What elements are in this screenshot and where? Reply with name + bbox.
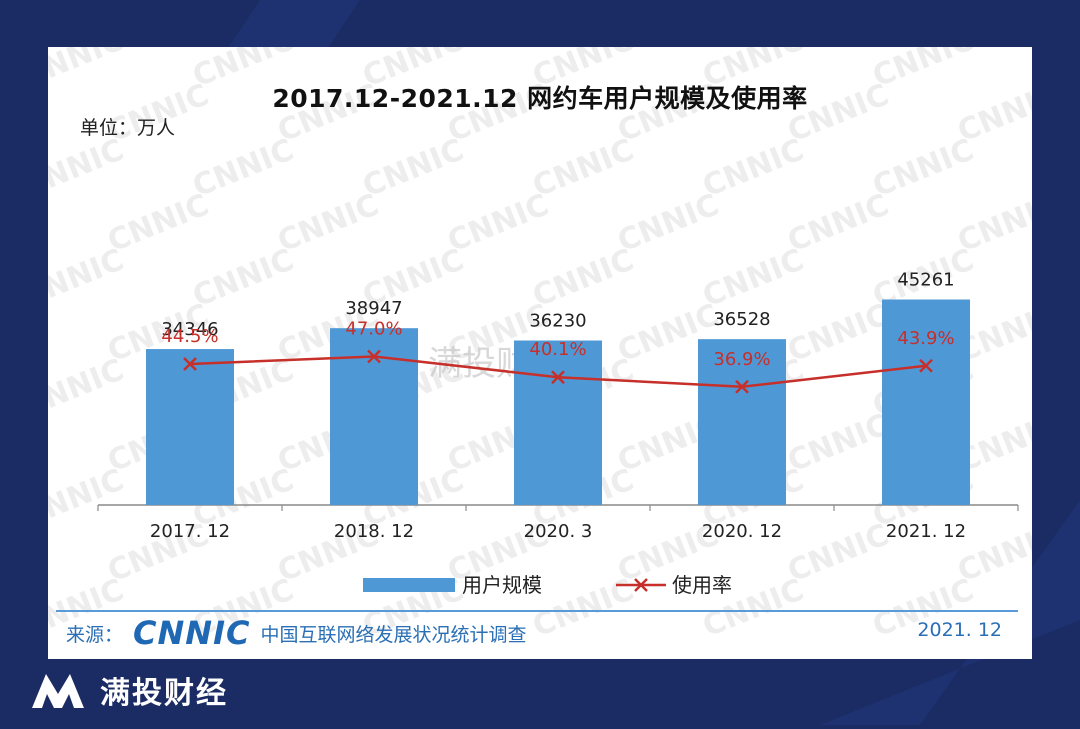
unit-label: 单位：万人 (80, 117, 176, 139)
x-tick-label: 2018. 12 (334, 521, 414, 542)
source-row: 来源： CNNIC 中国互联网络发展状况统计调查 (66, 614, 527, 652)
bar-4 (698, 339, 786, 505)
legend-line-label: 使用率 (672, 573, 732, 597)
bar-2 (330, 328, 418, 505)
rate-value-label: 44.5% (161, 326, 218, 347)
source-org: 中国互联网络发展状况统计调查 (260, 623, 527, 646)
cnnic-logo: CNNIC (133, 614, 251, 652)
rate-marker-3 (551, 370, 565, 385)
chart-plot: 34346 2017. 12 38947 2018. 12 36230 2020. 3 36… (97, 270, 1019, 597)
bar-value-label: 36528 (713, 309, 770, 330)
bar-value-label: 36230 (529, 311, 586, 332)
rate-value-label: 36.9% (713, 349, 770, 370)
m-logo-icon (32, 674, 84, 708)
x-tick-label: 2021. 12 (886, 521, 966, 542)
x-tick-label: 2017. 12 (150, 521, 230, 542)
chart-panel: CNNIC CNNIC CNNIC CNNIC CNNIC CNNIC CNNIC CNNIC… (48, 47, 1032, 659)
brand: 满投财经 (28, 668, 228, 712)
bar-5 (882, 299, 970, 505)
legend-bar-swatch (363, 578, 455, 592)
rate-marker-1 (183, 357, 197, 371)
chart-title: 2017.12-2021.12 网约车用户规模及使用率 (272, 84, 808, 113)
rate-value-label: 40.1% (529, 339, 586, 360)
bar-3 (514, 340, 602, 505)
bar-value-label: 45261 (897, 270, 954, 291)
brand-name: 满投财经 (100, 676, 228, 711)
x-tick-label: 2020. 3 (524, 521, 593, 542)
source-divider (56, 610, 1018, 612)
source-date: 2021. 12 (917, 619, 1002, 641)
source-prefix: 来源： (66, 623, 124, 646)
rate-value-label: 47.0% (345, 319, 402, 340)
bar-value-label: 38947 (345, 298, 402, 319)
rate-marker-4 (735, 379, 749, 394)
rate-value-label: 43.9% (897, 328, 954, 349)
x-tick-label: 2020. 12 (702, 521, 782, 542)
rate-marker-2 (367, 349, 381, 364)
legend-bar-label: 用户规模 (462, 573, 542, 597)
bar-value-label: 34346 (161, 319, 218, 340)
rate-marker-5 (919, 358, 933, 373)
bar-1 (146, 349, 234, 505)
legend-line-swatch (616, 578, 666, 592)
